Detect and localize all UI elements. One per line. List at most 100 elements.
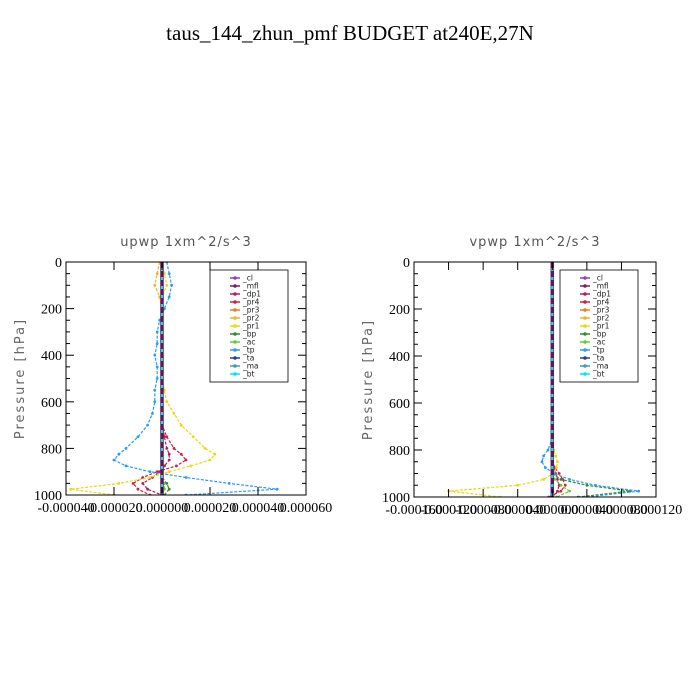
- y-tick-label: 800: [389, 444, 410, 459]
- x-tick-label: 0.000040: [561, 503, 614, 518]
- data-point-dp1: [146, 487, 150, 491]
- data-point-dp1: [165, 447, 169, 450]
- data-point-tp: [542, 454, 545, 458]
- data-point-pr1: [69, 487, 73, 491]
- legend-marker: [583, 276, 587, 280]
- legend-marker: [583, 332, 587, 336]
- data-point-pr1: [213, 452, 217, 456]
- data-point-dp1: [167, 458, 171, 462]
- data-point-pr1: [167, 470, 171, 474]
- data-point-pr1: [172, 412, 176, 415]
- legend: _cl_mfl_dp1_pr4_pr3_pr2_pr1_bp_ac_tp_ta_…: [209, 269, 289, 383]
- data-point-tp: [546, 448, 550, 452]
- chart-panels: upwp 1xm^2/s^3 Pressure [hPa] 0 200 400 600 80…: [13, 235, 682, 518]
- data-point-tp: [151, 412, 154, 415]
- data-point-pr4: [563, 483, 567, 487]
- legend-label: _ac: [592, 338, 605, 347]
- x-tick-label: -0.000160: [385, 503, 442, 518]
- y-tick-label: 400: [41, 349, 62, 364]
- legend-label: _dp1: [592, 290, 611, 299]
- legend-label: _bt: [592, 370, 605, 379]
- data-point-pr1: [148, 476, 152, 479]
- y-tick-label: 400: [389, 350, 410, 365]
- y-tick-label: 200: [41, 303, 62, 318]
- data-point-tp: [184, 476, 188, 479]
- data-point-ac: [559, 483, 563, 487]
- data-point-tp: [275, 487, 279, 491]
- legend-label: _ta: [242, 354, 254, 363]
- data-point-tp: [544, 466, 547, 469]
- data-point-dp1: [167, 452, 171, 456]
- data-point-tp: [594, 483, 597, 487]
- legend-marker: [233, 356, 237, 360]
- legend-label: _mfl: [242, 282, 259, 291]
- data-point-pr1: [189, 464, 193, 468]
- legend-marker: [233, 292, 237, 296]
- data-point-tp: [153, 353, 157, 357]
- legend-box: [209, 269, 289, 383]
- y-tick-label: 600: [41, 396, 62, 411]
- data-point-pr4: [179, 452, 183, 456]
- data-point-tp: [153, 400, 157, 404]
- legend-marker: [233, 316, 237, 320]
- panel-title: vpwp 1xm^2/s^3: [469, 235, 600, 250]
- data-point-pr1: [556, 460, 559, 464]
- data-point-tp: [167, 295, 171, 299]
- data-point-pr1: [542, 478, 545, 481]
- legend-label: _pr4: [592, 298, 610, 307]
- data-point-pr4: [172, 447, 176, 450]
- x-tick-label: -0.000040: [489, 503, 546, 518]
- data-point-pr4: [557, 472, 561, 475]
- legend-label: _cl: [242, 274, 253, 283]
- chart-panel-1: upwp 1xm^2/s^3 Pressure [hPa] 0 200 400 600 80…: [13, 235, 332, 516]
- legend-marker: [583, 364, 587, 368]
- data-point-pr2: [155, 272, 159, 275]
- data-point-pr1: [555, 466, 558, 469]
- data-point-pr1: [191, 435, 195, 439]
- x-tick-label: 0.000020: [184, 501, 237, 516]
- x-tick-label: -0.000080: [455, 503, 512, 518]
- data-point-tp: [155, 365, 159, 369]
- legend-label: _pr1: [592, 322, 610, 331]
- data-point-ac: [568, 489, 571, 493]
- legend-marker: [583, 356, 587, 360]
- legend-marker: [583, 284, 587, 288]
- data-point-ac: [553, 478, 557, 481]
- data-point-pr4: [136, 487, 140, 491]
- legend-marker: [233, 348, 237, 352]
- legend: _cl_mfl_dp1_pr4_pr3_pr2_pr1_bp_ac_tp_ta_…: [559, 269, 639, 383]
- data-point-dp1: [141, 482, 145, 485]
- y-axis-label: Pressure [hPa]: [13, 318, 28, 439]
- data-point-tp: [155, 377, 159, 380]
- data-point-bp: [559, 478, 563, 481]
- legend-marker: [233, 300, 237, 304]
- legend-marker: [233, 364, 237, 368]
- legend-label: _tp: [592, 346, 605, 355]
- data-point-tp: [148, 470, 152, 474]
- legend-marker: [583, 300, 587, 304]
- data-point-tp: [155, 330, 159, 334]
- data-point-tp: [170, 283, 174, 287]
- data-point-tp: [568, 478, 571, 481]
- legend-marker: [233, 340, 237, 344]
- data-point-tp: [112, 458, 116, 462]
- data-point-pr4: [165, 435, 169, 439]
- data-point-pr1: [203, 447, 207, 450]
- data-point-pr1: [165, 400, 169, 404]
- y-tick-label: 1000: [34, 489, 62, 504]
- data-point-tp: [637, 489, 641, 493]
- data-point-tp: [155, 342, 159, 345]
- data-point-tp: [117, 452, 121, 456]
- data-point-tp: [146, 423, 150, 427]
- legend-label: _pr3: [592, 306, 610, 315]
- data-point-pr4: [559, 489, 563, 493]
- legend-marker: [233, 284, 237, 288]
- x-tick-label: 0.000120: [630, 503, 683, 518]
- data-point-pr1: [179, 423, 183, 427]
- data-point-pr1: [208, 458, 212, 462]
- legend-marker: [233, 324, 237, 328]
- legend-marker: [583, 348, 587, 352]
- legend-label: _cl: [592, 274, 603, 283]
- legend-label: _pr4: [242, 298, 260, 307]
- data-point-tp: [124, 447, 128, 450]
